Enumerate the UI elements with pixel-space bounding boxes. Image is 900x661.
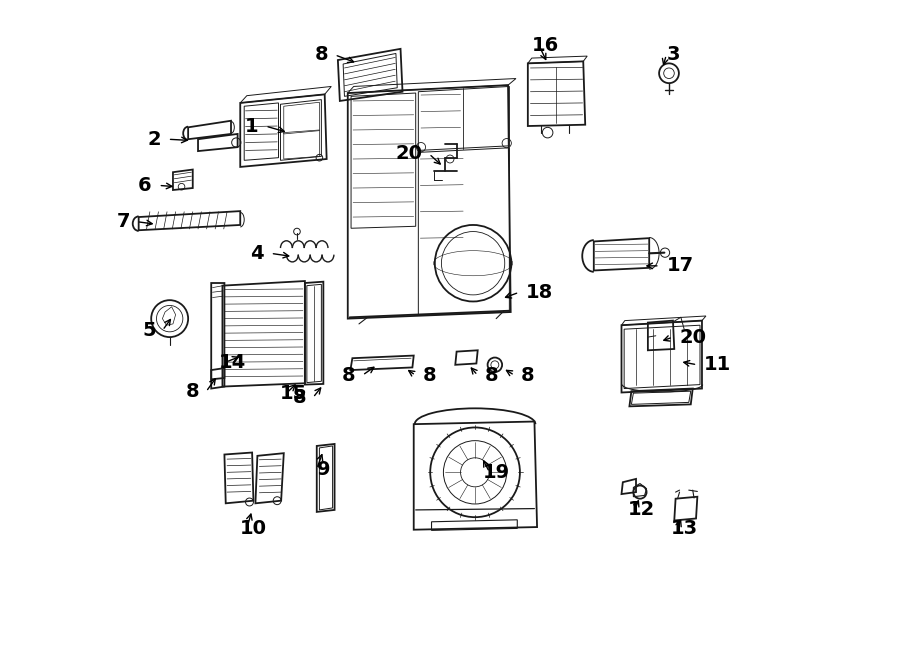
Text: 11: 11: [704, 356, 731, 374]
Text: 16: 16: [532, 36, 559, 55]
Text: 3: 3: [666, 46, 680, 64]
Text: 15: 15: [279, 383, 307, 403]
Text: 14: 14: [219, 353, 246, 371]
Text: 8: 8: [314, 46, 328, 64]
Text: 19: 19: [482, 463, 509, 482]
Text: 8: 8: [422, 366, 436, 385]
Text: 10: 10: [240, 519, 267, 538]
Text: 20: 20: [395, 144, 422, 163]
Text: 5: 5: [142, 321, 156, 340]
Text: 8: 8: [342, 366, 356, 385]
Text: 18: 18: [526, 283, 554, 301]
Text: 4: 4: [250, 244, 264, 263]
Text: 13: 13: [670, 519, 698, 538]
Text: 8: 8: [185, 382, 199, 401]
Text: 9: 9: [317, 459, 330, 479]
Text: 12: 12: [627, 500, 655, 520]
Text: 8: 8: [484, 366, 498, 385]
Text: 7: 7: [117, 212, 130, 231]
Text: 8: 8: [292, 388, 306, 407]
Text: 20: 20: [680, 328, 706, 346]
Text: 8: 8: [521, 366, 535, 385]
Text: 17: 17: [666, 256, 694, 276]
Text: 1: 1: [245, 116, 258, 136]
Text: 2: 2: [148, 130, 161, 149]
Text: 6: 6: [139, 176, 152, 195]
